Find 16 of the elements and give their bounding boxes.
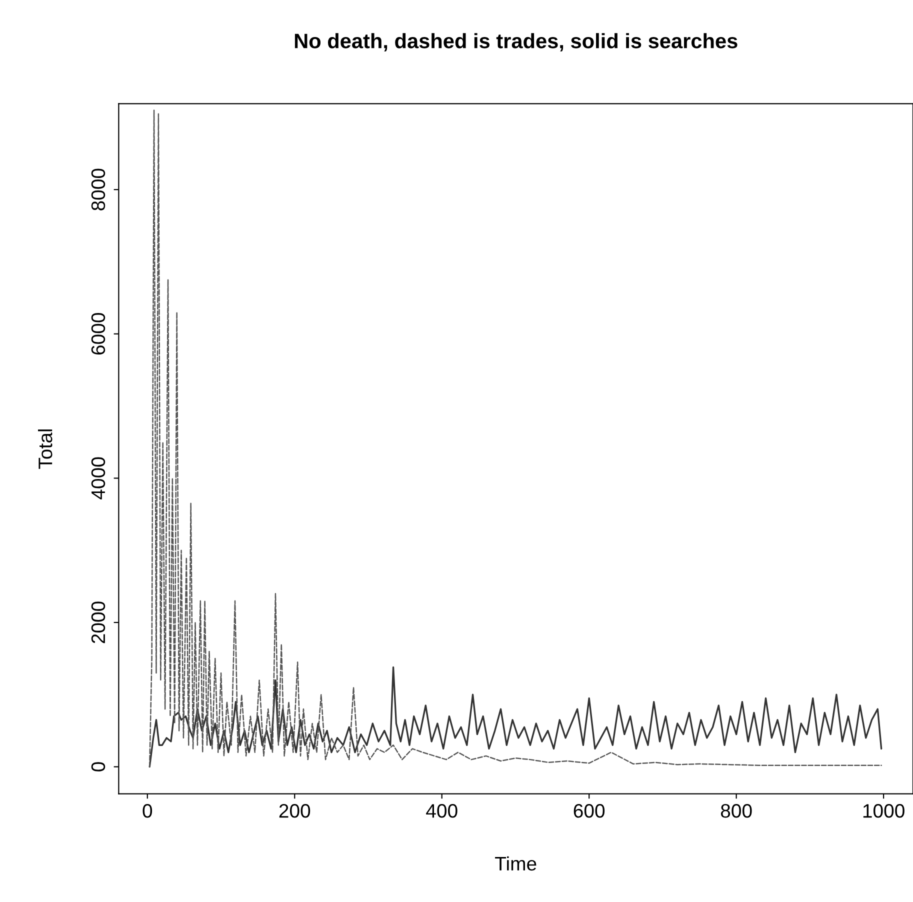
- y-tick-label: 4000: [91, 457, 106, 500]
- x-tick-label: 0: [142, 804, 152, 818]
- y-tick-label: 8000: [91, 168, 106, 210]
- x-tick-label: 800: [720, 804, 752, 818]
- chart-title: No death, dashed is trades, solid is searches: [294, 33, 738, 52]
- x-tick-label: 200: [279, 804, 310, 818]
- y-axis-title: Total: [38, 430, 52, 469]
- line-series: [148, 666, 882, 768]
- y-tick-label: 6000: [91, 313, 106, 355]
- x-tick-label: 1000: [863, 804, 904, 818]
- x-tick-label: 600: [574, 804, 605, 818]
- x-axis-title: Time: [495, 856, 536, 871]
- y-tick-label: 2000: [91, 602, 106, 644]
- y-tick-label: 0: [91, 762, 106, 772]
- x-tick-label: 400: [426, 804, 458, 818]
- line-series: [148, 110, 882, 768]
